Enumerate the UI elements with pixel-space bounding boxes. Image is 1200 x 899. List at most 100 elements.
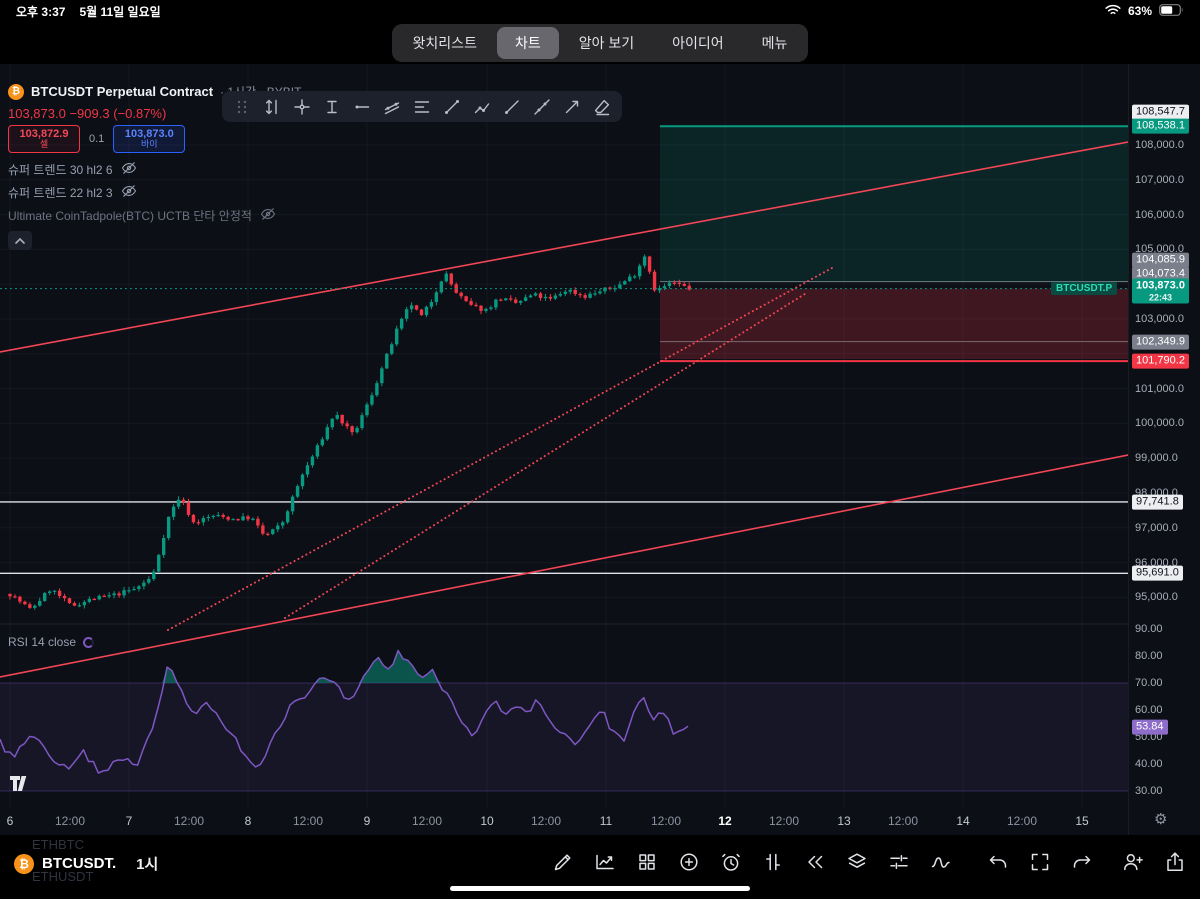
tool-eraser-icon[interactable] bbox=[589, 94, 615, 120]
tool-cross-icon[interactable] bbox=[289, 94, 315, 120]
sell-label: 셀 bbox=[39, 139, 49, 150]
indicator-label: 슈퍼 트렌드 22 hl2 3 bbox=[8, 186, 113, 200]
status-bar: 오후 3:37 5월 11일 일요일 63% bbox=[0, 0, 1200, 22]
price-chart-canvas[interactable] bbox=[0, 64, 1128, 835]
rewind-icon[interactable] bbox=[801, 848, 829, 876]
watchlist-peek-row: ETHUSDT bbox=[32, 869, 94, 884]
price-axis-badge: 102,349.9 bbox=[1132, 334, 1189, 350]
axis-settings-gear-icon[interactable]: ⚙ bbox=[1154, 811, 1168, 828]
indicator-row[interactable]: 슈퍼 트렌드 22 hl2 3 bbox=[8, 184, 137, 201]
pencil-icon[interactable] bbox=[549, 848, 577, 876]
price-axis-badge: 108,538.1 bbox=[1132, 118, 1189, 134]
trade-buttons: 103,872.9 셀 0.1 103,873.0 바이 bbox=[8, 125, 186, 153]
indicator-row[interactable]: Ultimate CoinTadpole(BTC) UCTB 단타 안정적 bbox=[8, 207, 276, 224]
interval-selector[interactable]: 1시 bbox=[136, 856, 159, 873]
tool-fib-retracement-icon[interactable] bbox=[409, 94, 435, 120]
date: 5월 11일 일요일 bbox=[79, 4, 161, 19]
eye-hidden-icon[interactable] bbox=[121, 184, 137, 201]
last-price: 103,873.0 bbox=[8, 106, 66, 121]
time-axis-label: 12:00 bbox=[173, 814, 205, 828]
sell-price: 103,872.9 bbox=[19, 128, 69, 140]
price-axis-label: 103,000.0 bbox=[1135, 313, 1184, 325]
time-axis[interactable]: 6 12:00 7 12:00 8 12:00 9 12:00 10 12:00 11 12:00 12… bbox=[0, 808, 1128, 834]
bid-ask-icon[interactable] bbox=[759, 848, 787, 876]
price-axis-label: 40.00 bbox=[1135, 758, 1163, 770]
price-axis-label: 107,000.0 bbox=[1135, 174, 1184, 186]
price-axis-label: 97,000.0 bbox=[1135, 522, 1178, 534]
price-axis-badge: 104,073.4 bbox=[1132, 266, 1189, 282]
drawing-toolbar[interactable] bbox=[222, 91, 622, 122]
time-axis-label: 12:00 bbox=[768, 814, 800, 828]
wifi-icon bbox=[1105, 4, 1121, 19]
price-change: −909.3 (−0.87%) bbox=[69, 106, 167, 121]
price-axis-label: 100,000.0 bbox=[1135, 417, 1184, 429]
nav-tab-watchlist[interactable]: 왓치리스트 bbox=[412, 35, 477, 51]
share-icon[interactable] bbox=[1161, 848, 1189, 876]
time-axis-label: 6 bbox=[6, 814, 14, 828]
price-axis-badge: 53.84 bbox=[1132, 719, 1168, 735]
nav-tab-chart[interactable]: 차트 bbox=[496, 27, 559, 59]
indicator-label: Ultimate CoinTadpole(BTC) UCTB 단타 안정적 bbox=[8, 209, 252, 223]
price-axis-label: 95,000.0 bbox=[1135, 591, 1178, 603]
plus-circle-icon[interactable] bbox=[675, 848, 703, 876]
nav-tab-menu[interactable]: 메뉴 bbox=[761, 35, 788, 51]
sell-button[interactable]: 103,872.9 셀 bbox=[8, 125, 80, 153]
price-axis-label: 108,000.0 bbox=[1135, 139, 1184, 151]
buy-button[interactable]: 103,873.0 바이 bbox=[113, 125, 186, 153]
tool-polyline-icon[interactable] bbox=[469, 94, 495, 120]
price-axis[interactable]: 108,000.0 107,000.0 106,000.0 105,000.0 103,… bbox=[1128, 64, 1200, 835]
alarm-icon[interactable] bbox=[717, 848, 745, 876]
chart-panel[interactable]: 108,000.0 107,000.0 106,000.0 105,000.0 103,… bbox=[0, 64, 1200, 835]
tool-t-range-icon[interactable] bbox=[319, 94, 345, 120]
eye-hidden-icon[interactable] bbox=[121, 161, 137, 178]
btc-coin-icon: ₿ bbox=[8, 83, 24, 100]
price-axis-label: 105,000.0 bbox=[1135, 243, 1184, 255]
indicator-row[interactable]: 슈퍼 트렌드 30 hl2 6 bbox=[8, 161, 137, 178]
undo-icon[interactable] bbox=[984, 848, 1012, 876]
tool-price-range-icon[interactable] bbox=[259, 94, 285, 120]
signature-icon[interactable] bbox=[927, 848, 955, 876]
order-quantity[interactable]: 0.1 bbox=[89, 133, 105, 145]
tool-horizontal-ray-icon[interactable] bbox=[349, 94, 375, 120]
tool-arrow-line-icon[interactable] bbox=[559, 94, 585, 120]
time-axis-label: 12:00 bbox=[530, 814, 562, 828]
time-axis-label: 12:00 bbox=[54, 814, 86, 828]
symbol-title[interactable]: BTCUSDT Perpetual Contract bbox=[31, 84, 214, 99]
home-indicator[interactable] bbox=[450, 886, 750, 891]
bottom-symbol-selector[interactable]: ₿ BTCUSDT. 1시 bbox=[14, 853, 158, 874]
time-axis-label: 7 bbox=[125, 814, 133, 828]
tool-trend-line-icon[interactable] bbox=[439, 94, 465, 120]
expand-icon[interactable] bbox=[1026, 848, 1054, 876]
bottom-symbol[interactable]: BTCUSDT. bbox=[42, 855, 117, 872]
price-axis-label: 90.00 bbox=[1135, 623, 1163, 635]
tool-extended-line-icon[interactable] bbox=[529, 94, 555, 120]
tool-parallel-channel-icon[interactable] bbox=[379, 94, 405, 120]
time-axis-label: 13 bbox=[837, 814, 851, 828]
symbol-price-tag: BTCUSDT.P bbox=[1051, 282, 1118, 295]
eye-hidden-icon[interactable] bbox=[260, 207, 276, 224]
redo-icon[interactable] bbox=[1068, 848, 1096, 876]
buy-label: 바이 bbox=[141, 139, 158, 150]
battery-icon bbox=[1159, 3, 1184, 19]
sliders-icon[interactable] bbox=[885, 848, 913, 876]
tool-ray-icon[interactable] bbox=[499, 94, 525, 120]
time-axis-label: 12:00 bbox=[1006, 814, 1038, 828]
rsi-legend[interactable]: RSI 14 close bbox=[8, 635, 95, 649]
time-axis-label: 8 bbox=[244, 814, 252, 828]
time-axis-label: 12:00 bbox=[650, 814, 682, 828]
grid4-icon[interactable] bbox=[633, 848, 661, 876]
collapse-legend-button[interactable] bbox=[8, 231, 32, 250]
nav-tab-ideas[interactable]: 아이디어 bbox=[672, 35, 724, 51]
price-axis-badge: 103,873.0 22:43 bbox=[1132, 278, 1189, 304]
layers-icon[interactable] bbox=[843, 848, 871, 876]
price-axis-badge: 95,691.0 bbox=[1132, 565, 1183, 581]
tradingview-logo[interactable] bbox=[10, 776, 34, 796]
tool-grip-icon[interactable] bbox=[229, 94, 255, 120]
time-axis-label: 14 bbox=[956, 814, 970, 828]
price-axis-badge: 97,741.8 bbox=[1132, 494, 1183, 510]
panel-chart-icon[interactable] bbox=[591, 848, 619, 876]
person-add-icon[interactable] bbox=[1119, 848, 1147, 876]
nav-tab-discover[interactable]: 알아 보기 bbox=[578, 35, 635, 51]
bottom-toolbar: ETHBTC ETHUSDT ₿ BTCUSDT. 1시 bbox=[0, 835, 1200, 899]
